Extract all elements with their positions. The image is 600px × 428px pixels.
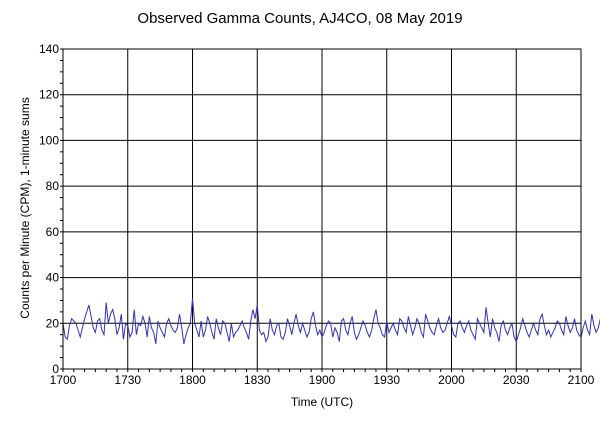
x-tick-label: 1700 bbox=[50, 373, 77, 387]
chart-title: Observed Gamma Counts, AJ4CO, 08 May 201… bbox=[137, 10, 463, 27]
x-tick-labels: 1700 1730 1800 1830 1900 1930 2000 2030 2100 bbox=[50, 373, 595, 387]
x-tick-label: 1830 bbox=[244, 373, 271, 387]
x-tick-label: 1800 bbox=[179, 373, 206, 387]
plot-frame bbox=[62, 48, 582, 370]
x-tick-label: 1930 bbox=[373, 373, 400, 387]
y-tick-label: 100 bbox=[39, 133, 59, 147]
series-line bbox=[62, 298, 600, 344]
x-tick-label: 1900 bbox=[309, 373, 336, 387]
y-tick-label: 0 bbox=[52, 362, 59, 376]
y-tick-label: 40 bbox=[46, 271, 60, 285]
x-tick-label: 1730 bbox=[114, 373, 141, 387]
y-tick-label: 140 bbox=[39, 42, 59, 56]
x-tick-label: 2000 bbox=[438, 373, 465, 387]
y-tick-label: 60 bbox=[46, 225, 60, 239]
y-tick-label: 120 bbox=[39, 88, 59, 102]
y-tick-label: 80 bbox=[46, 179, 60, 193]
x-axis-label: Time (UTC) bbox=[290, 395, 354, 409]
y-tick-label: 20 bbox=[46, 316, 60, 330]
x-tick-label: 2030 bbox=[503, 373, 530, 387]
y-tick-labels: 0 20 40 60 80 100 120 140 bbox=[39, 42, 59, 376]
x-tick-label: 2100 bbox=[568, 373, 595, 387]
